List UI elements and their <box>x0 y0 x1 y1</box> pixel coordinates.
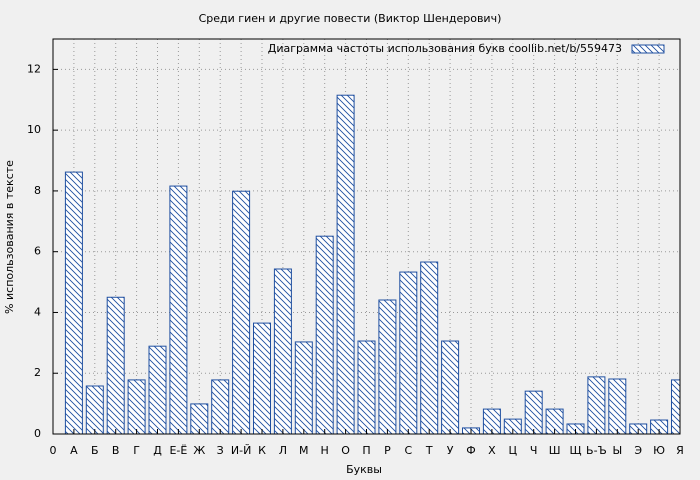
x-tick-label: З <box>217 444 224 457</box>
bar <box>482 408 501 434</box>
x-tick-label: У <box>447 444 454 457</box>
x-tick-label: Ч <box>530 444 538 457</box>
x-tick-label: Е-Ё <box>169 444 187 457</box>
bar <box>315 235 334 434</box>
bar <box>148 345 167 434</box>
x-axis-label: Буквы <box>346 463 382 476</box>
bar <box>232 190 251 434</box>
y-tick-label: 2 <box>34 366 41 379</box>
x-tick-label: Т <box>425 444 433 457</box>
x-tick-label: Щ <box>569 444 581 457</box>
bar <box>127 379 146 434</box>
x-tick-label: Х <box>488 444 496 457</box>
x-tick-label: Р <box>384 444 391 457</box>
chart-title: Среди гиен и другие повести (Виктор Шенд… <box>199 12 502 25</box>
x-tick-label: О <box>341 444 350 457</box>
bar <box>671 379 680 434</box>
bars <box>64 94 680 434</box>
legend-label: Диаграмма частоты использования букв coo… <box>268 42 622 55</box>
bar <box>211 379 230 434</box>
x-tick-label: В <box>112 444 120 457</box>
x-tick-label: И-Й <box>231 444 251 457</box>
legend-swatch <box>631 44 665 54</box>
bar <box>169 185 188 434</box>
x-tick-label: Ц <box>509 444 518 457</box>
x-tick-label: К <box>258 444 266 457</box>
bar <box>85 385 104 434</box>
x-tick-label: Г <box>133 444 140 457</box>
bar <box>629 423 648 434</box>
bar <box>273 268 292 434</box>
x-tick-label: Ь-Ъ <box>586 444 607 457</box>
x-tick-label: Ю <box>653 444 665 457</box>
bar <box>64 171 83 434</box>
bar <box>503 418 522 434</box>
x-tick-label: Б <box>91 444 99 457</box>
bar <box>294 341 313 434</box>
bar <box>587 376 606 434</box>
x-tick-label: С <box>404 444 412 457</box>
x-tick-label: Ф <box>466 444 475 457</box>
x-tick-label: П <box>362 444 370 457</box>
y-tick-label: 10 <box>27 123 41 136</box>
y-tick-label: 6 <box>34 245 41 258</box>
y-tick-label: 8 <box>34 184 41 197</box>
bar <box>253 322 271 434</box>
bar <box>545 408 564 434</box>
x-tick-label: Ш <box>549 444 561 457</box>
y-tick-label: 0 <box>34 427 41 440</box>
x-tick-label: Ж <box>193 444 205 457</box>
x-tick-label: Н <box>321 444 329 457</box>
bar <box>106 296 125 434</box>
x-tick-label: Л <box>279 444 287 457</box>
x-tick-label: А <box>70 444 78 457</box>
bar <box>378 299 397 434</box>
x-tick-label: Ы <box>612 444 622 457</box>
x-tick-label: Э <box>634 444 642 457</box>
x-tick-label: М <box>299 444 309 457</box>
bar <box>608 378 627 434</box>
bar <box>357 340 376 434</box>
bar <box>336 94 355 434</box>
bar <box>399 271 418 434</box>
y-tick-label: 4 <box>34 305 41 318</box>
y-tick-label: 12 <box>27 62 41 75</box>
x-tick-label: 0 <box>50 444 57 457</box>
bar <box>566 423 585 434</box>
x-tick-label: Я <box>676 444 684 457</box>
bar <box>524 390 543 434</box>
x-tick-label: Д <box>153 444 162 457</box>
bar <box>420 261 439 434</box>
bar <box>441 340 460 434</box>
y-axis-label: % использования в тексте <box>3 160 16 314</box>
